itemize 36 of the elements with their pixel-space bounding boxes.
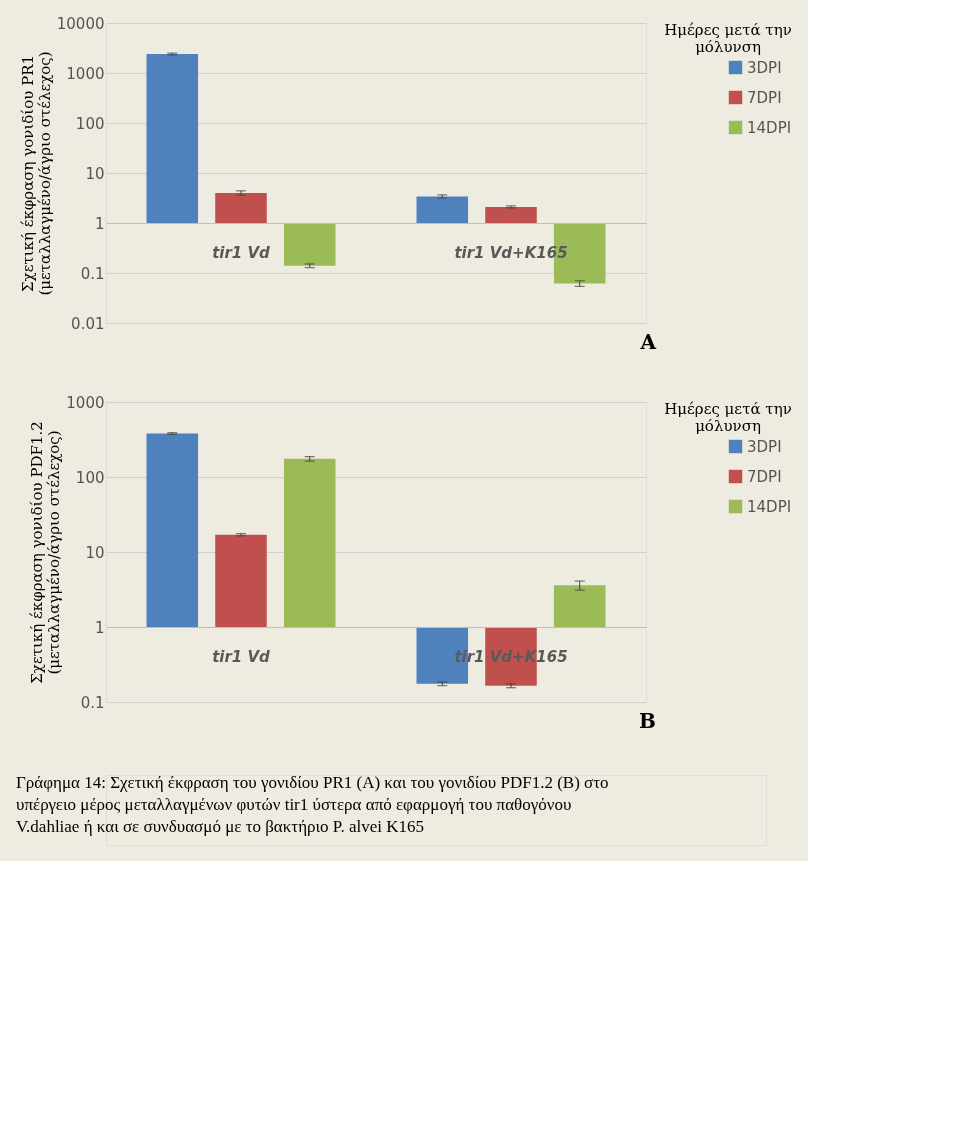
- bar: [283, 458, 336, 627]
- y-tick-label: 1: [94, 618, 105, 637]
- y-axis-title: Σχετική έκφραση γονιδίου PR1 (μεταλλαγμένο/άγριο στέλεχος): [18, 51, 54, 296]
- y-tick-label: 0.1: [80, 693, 105, 712]
- text: Γράφημα 14: Σχετική έκφραση του γονιδίου PR1 (A) και του γονιδίου PDF1.2 (B) στο υπέργειο μέρος μεταλλαγμένων φυτών tir1 ύστερα από εφαρμογή του παθογόνου V.dahliae ή και σε συνδυασμό με το βακτήριο P. alvei K165: [16, 773, 609, 836]
- y-tick-label: 1: [94, 214, 105, 233]
- y-tick-label: 10: [85, 543, 105, 562]
- x-tick-label: tir1 Vd: [212, 647, 271, 666]
- legend-label: 14DPI: [747, 497, 792, 516]
- y-tick-label: 10000: [56, 14, 105, 33]
- y-axis-title: Σχετική έκφραση γονιδίου PDF1.2 (μεταλλαγμένο/άγριο στέλεχος): [28, 421, 64, 684]
- legend-label: 3DPI: [747, 437, 782, 456]
- y-tick-label: 10: [85, 164, 105, 183]
- bar: [553, 585, 606, 627]
- y-tick-label: 1000: [66, 393, 105, 412]
- bar: [485, 206, 537, 223]
- bar: [215, 534, 267, 627]
- x-tick-label: tir1 Vd: [212, 243, 271, 262]
- y-tick-label: 100: [75, 468, 105, 487]
- bar: [146, 433, 199, 627]
- legend-title: Ημέρες μετά την μόλυνση: [664, 400, 792, 435]
- bar: [283, 223, 336, 266]
- legend-label: 3DPI: [747, 58, 782, 77]
- bar: [416, 196, 469, 223]
- y-tick-label: 100: [75, 114, 105, 133]
- legend-label: 14DPI: [747, 118, 792, 137]
- y-tick-label: 0.01: [71, 314, 105, 333]
- bar: [215, 192, 267, 223]
- legend-title: Ημέρες μετά την μόλυνση: [664, 21, 792, 56]
- text: B: [639, 709, 656, 733]
- y-tick-label: 0.1: [80, 264, 105, 283]
- legend-label: 7DPI: [747, 88, 782, 107]
- bar: [146, 53, 199, 223]
- text: A: [639, 330, 657, 354]
- y-tick-label: 1000: [66, 64, 105, 83]
- legend-label: 7DPI: [747, 467, 782, 486]
